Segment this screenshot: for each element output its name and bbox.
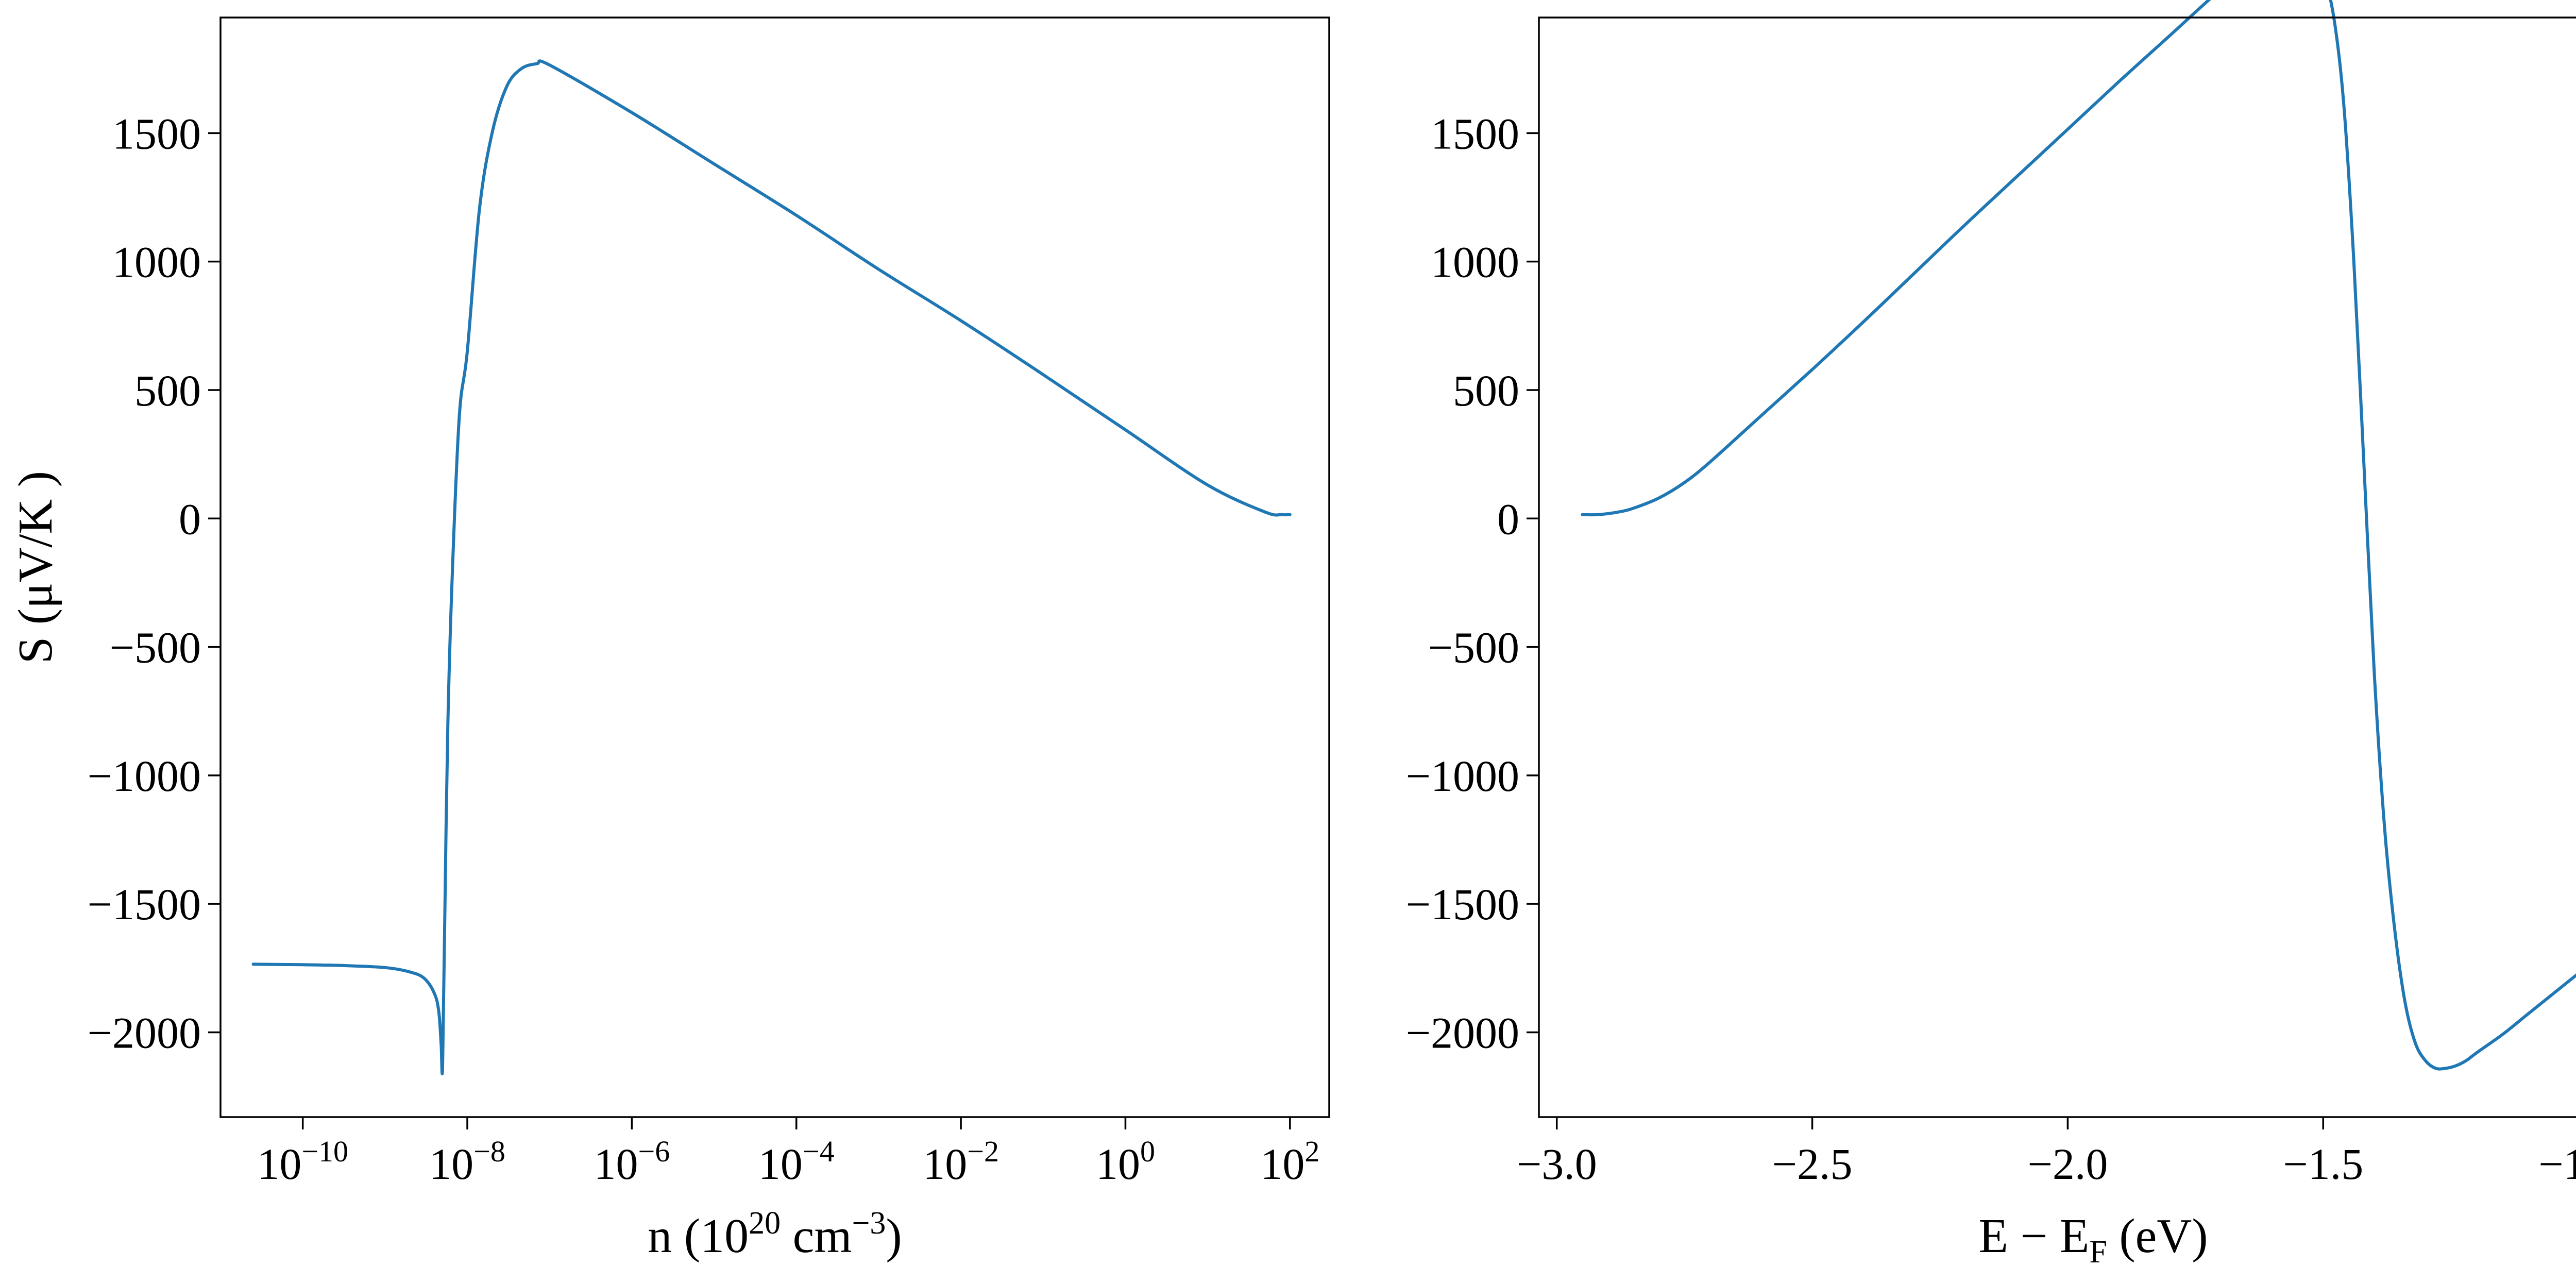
y-tick-label: 1500 bbox=[112, 109, 201, 158]
x-tick-base: 10 bbox=[1260, 1139, 1304, 1189]
x-tick-base: 10 bbox=[429, 1139, 473, 1189]
y-tick-label: −1000 bbox=[87, 751, 201, 801]
y-tick-label: 1000 bbox=[112, 238, 201, 287]
y-tick-label: 500 bbox=[134, 366, 201, 415]
x-label-part: E − E bbox=[1978, 1209, 2089, 1263]
x-axis-label: E − EF (eV) bbox=[1978, 1209, 2208, 1270]
x-label-part: ) bbox=[886, 1209, 902, 1263]
series-line-1 bbox=[251, 59, 1292, 1075]
x-tick-exponent: 0 bbox=[1140, 1135, 1155, 1168]
y-tick-label: −500 bbox=[109, 623, 201, 672]
x-tick-label: 100 bbox=[1096, 1135, 1155, 1189]
x-label-part: n (10 bbox=[648, 1209, 749, 1263]
x-tick-base: 10 bbox=[1096, 1139, 1140, 1189]
x-label-subscript: F bbox=[2089, 1235, 2107, 1270]
y-tick-label: −2000 bbox=[1405, 1008, 1519, 1057]
y-tick-label: 1500 bbox=[1431, 109, 1519, 158]
x-axis-label: n (1020 cm−3) bbox=[648, 1206, 902, 1263]
x-tick-base: 10 bbox=[257, 1139, 301, 1189]
x-tick-label: 10−8 bbox=[429, 1135, 505, 1189]
plot-frame bbox=[219, 16, 1330, 1118]
y-tick-label: −1500 bbox=[87, 880, 201, 929]
x-tick-exponent: −8 bbox=[473, 1135, 505, 1168]
x-label-part: cm bbox=[781, 1209, 852, 1263]
y-tick-label: −2000 bbox=[87, 1008, 201, 1057]
x-tick-label: 10−4 bbox=[758, 1135, 835, 1189]
x-tick-label: 10−6 bbox=[594, 1135, 670, 1189]
x-tick-label: −2.5 bbox=[1772, 1139, 1853, 1189]
x-tick-label: −1.5 bbox=[2283, 1139, 2363, 1189]
x-tick-label: 102 bbox=[1260, 1135, 1319, 1189]
chart-panel-2: 1500 1000 500 0 −500 −1000 −1500 −2000 −3.0 −2.5 −… bbox=[1405, 0, 2576, 1270]
y-tick-label: 1000 bbox=[1431, 238, 1519, 287]
x-tick-exponent: 2 bbox=[1304, 1135, 1319, 1168]
y-axis-label: S (μV/K ) bbox=[9, 471, 62, 664]
y-tick-label: −1500 bbox=[1405, 880, 1519, 929]
y-tick-label: 0 bbox=[179, 494, 201, 544]
x-tick-base: 10 bbox=[594, 1139, 638, 1189]
x-tick-label: 10−10 bbox=[257, 1135, 348, 1189]
x-label-superscript: −3 bbox=[852, 1206, 886, 1241]
x-tick-exponent: −4 bbox=[803, 1135, 835, 1168]
x-tick-base: 10 bbox=[923, 1139, 967, 1189]
x-tick-base: 10 bbox=[758, 1139, 803, 1189]
x-tick-exponent: −2 bbox=[967, 1135, 999, 1168]
x-label-superscript: 20 bbox=[749, 1206, 781, 1241]
plot-frame bbox=[1538, 16, 2576, 1118]
y-tick-label: 0 bbox=[1497, 494, 1519, 544]
x-label-part: (eV) bbox=[2107, 1209, 2208, 1263]
x-tick-label: −3.0 bbox=[1517, 1139, 1597, 1189]
y-tick-label: −500 bbox=[1428, 623, 1519, 672]
x-tick-exponent: −6 bbox=[638, 1135, 670, 1168]
series-line-1 bbox=[1581, 0, 2576, 1071]
y-tick-label: −1000 bbox=[1405, 751, 1519, 801]
x-tick-label: −2.0 bbox=[2027, 1139, 2108, 1189]
y-tick-label: 500 bbox=[1453, 366, 1519, 415]
x-tick-label: −1.0 bbox=[2538, 1139, 2576, 1189]
x-tick-exponent: −10 bbox=[301, 1135, 348, 1168]
x-tick-label: 10−2 bbox=[923, 1135, 999, 1189]
